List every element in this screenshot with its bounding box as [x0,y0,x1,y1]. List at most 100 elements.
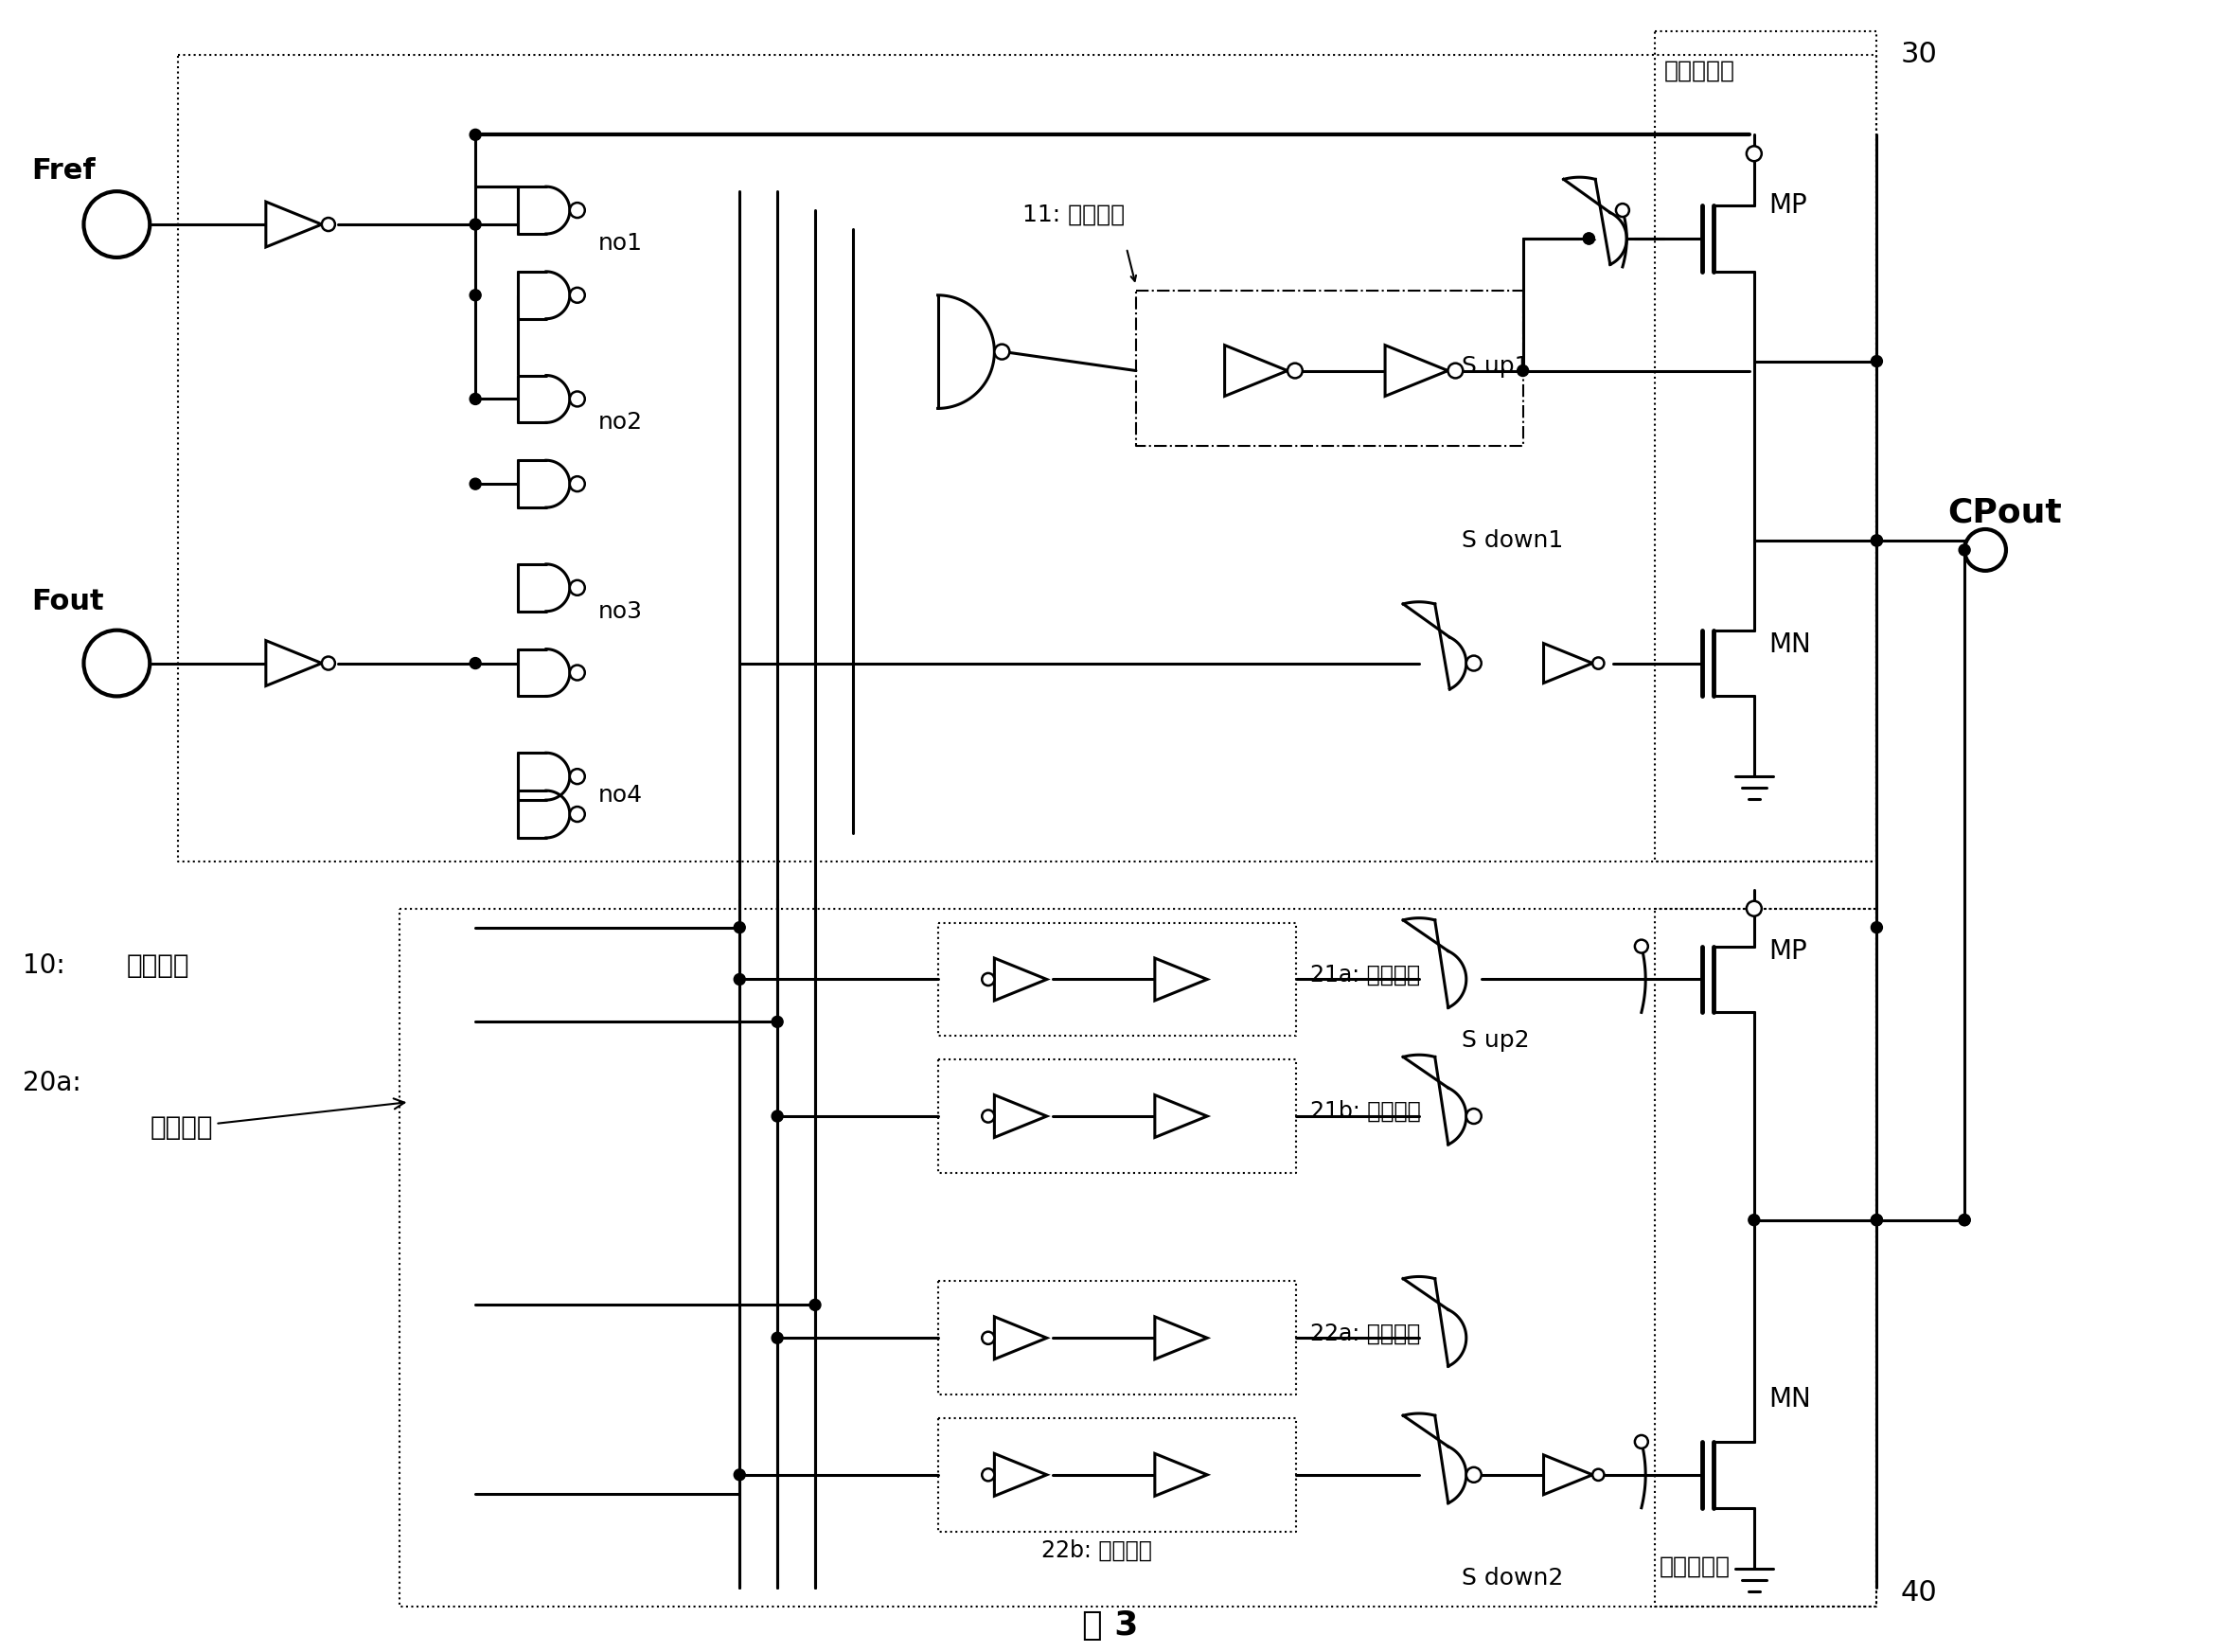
Circle shape [1958,544,1969,555]
Circle shape [471,477,482,489]
Circle shape [1465,656,1481,671]
Circle shape [735,1469,746,1480]
Polygon shape [1403,601,1465,689]
Circle shape [1871,355,1883,367]
Circle shape [471,657,482,669]
Polygon shape [1403,1056,1465,1145]
Polygon shape [995,1095,1048,1138]
Circle shape [773,1016,784,1028]
Circle shape [1871,922,1883,933]
Polygon shape [1154,958,1208,1001]
Text: MN: MN [1767,1386,1812,1412]
Text: 10:: 10: [22,952,64,978]
Text: 22a: 延迟电路: 22a: 延迟电路 [1310,1322,1421,1345]
Circle shape [1958,1214,1969,1226]
Circle shape [981,973,995,986]
Circle shape [773,1110,784,1122]
Text: S up1: S up1 [1461,355,1530,377]
Circle shape [571,392,584,406]
Circle shape [1747,145,1763,162]
Text: 充电激励器: 充电激励器 [1665,59,1736,83]
Text: 21a: 延迟电路: 21a: 延迟电路 [1310,963,1421,986]
Circle shape [810,1298,821,1310]
Circle shape [571,203,584,218]
Circle shape [1958,1214,1969,1226]
Polygon shape [266,641,322,686]
Text: no1: no1 [597,231,642,254]
Text: MP: MP [1767,192,1807,218]
Circle shape [735,973,746,985]
Text: 22b: 延迟电路: 22b: 延迟电路 [1041,1540,1152,1561]
Circle shape [1871,1214,1883,1226]
Polygon shape [937,296,995,408]
Circle shape [1634,940,1647,953]
Polygon shape [1403,1277,1465,1366]
Circle shape [1592,657,1605,669]
Circle shape [735,922,746,933]
Polygon shape [1403,1414,1465,1503]
Text: S up2: S up2 [1461,1029,1530,1052]
Circle shape [471,289,482,301]
Text: 11: 延迟电路: 11: 延迟电路 [1023,203,1126,226]
Text: 20a:: 20a: [22,1070,80,1097]
Text: 图 3: 图 3 [1081,1609,1139,1642]
Text: no3: no3 [597,600,642,623]
Polygon shape [1543,643,1592,682]
Polygon shape [517,187,571,235]
Circle shape [1465,1108,1481,1123]
Polygon shape [1154,1317,1208,1360]
Circle shape [1583,233,1594,244]
Polygon shape [995,958,1048,1001]
Circle shape [471,393,482,405]
Polygon shape [517,375,571,423]
Polygon shape [995,1317,1048,1360]
Polygon shape [1225,345,1288,396]
Circle shape [981,1110,995,1122]
Text: 充电激励器: 充电激励器 [1661,1555,1732,1578]
Text: S down2: S down2 [1461,1568,1563,1589]
Circle shape [571,580,584,595]
Circle shape [471,218,482,230]
Polygon shape [1563,177,1627,264]
Circle shape [571,476,584,491]
Circle shape [322,218,335,231]
Circle shape [471,129,482,140]
Circle shape [981,1469,995,1480]
Polygon shape [1543,1455,1592,1495]
Text: 40: 40 [1900,1579,1938,1607]
Polygon shape [517,271,571,319]
Circle shape [571,666,584,681]
Polygon shape [995,1454,1048,1497]
Text: MN: MN [1767,631,1812,657]
Text: MP: MP [1767,938,1807,965]
Circle shape [1447,363,1463,378]
Circle shape [322,656,335,669]
Circle shape [981,1332,995,1345]
Text: 21b: 延迟电路: 21b: 延迟电路 [1310,1100,1421,1123]
Circle shape [995,344,1010,360]
Polygon shape [517,791,571,838]
Circle shape [1871,535,1883,547]
Text: S down1: S down1 [1461,529,1563,552]
Polygon shape [517,461,571,507]
Polygon shape [1154,1095,1208,1138]
Text: Fref: Fref [31,157,95,185]
Circle shape [1634,1436,1647,1449]
Circle shape [1871,1214,1883,1226]
Polygon shape [266,202,322,248]
Circle shape [571,287,584,302]
Text: 比较电路: 比较电路 [149,1099,404,1142]
Text: Fout: Fout [31,588,104,616]
Circle shape [571,768,584,785]
Polygon shape [1154,1454,1208,1497]
Polygon shape [1385,345,1447,396]
Circle shape [1288,363,1303,378]
Circle shape [1465,1467,1481,1482]
Text: 比较电路: 比较电路 [127,952,189,978]
Circle shape [1749,1214,1760,1226]
Text: no2: no2 [597,411,642,434]
Circle shape [1747,900,1763,917]
Text: no4: no4 [597,785,642,806]
Circle shape [1871,535,1883,547]
Circle shape [1516,365,1530,377]
